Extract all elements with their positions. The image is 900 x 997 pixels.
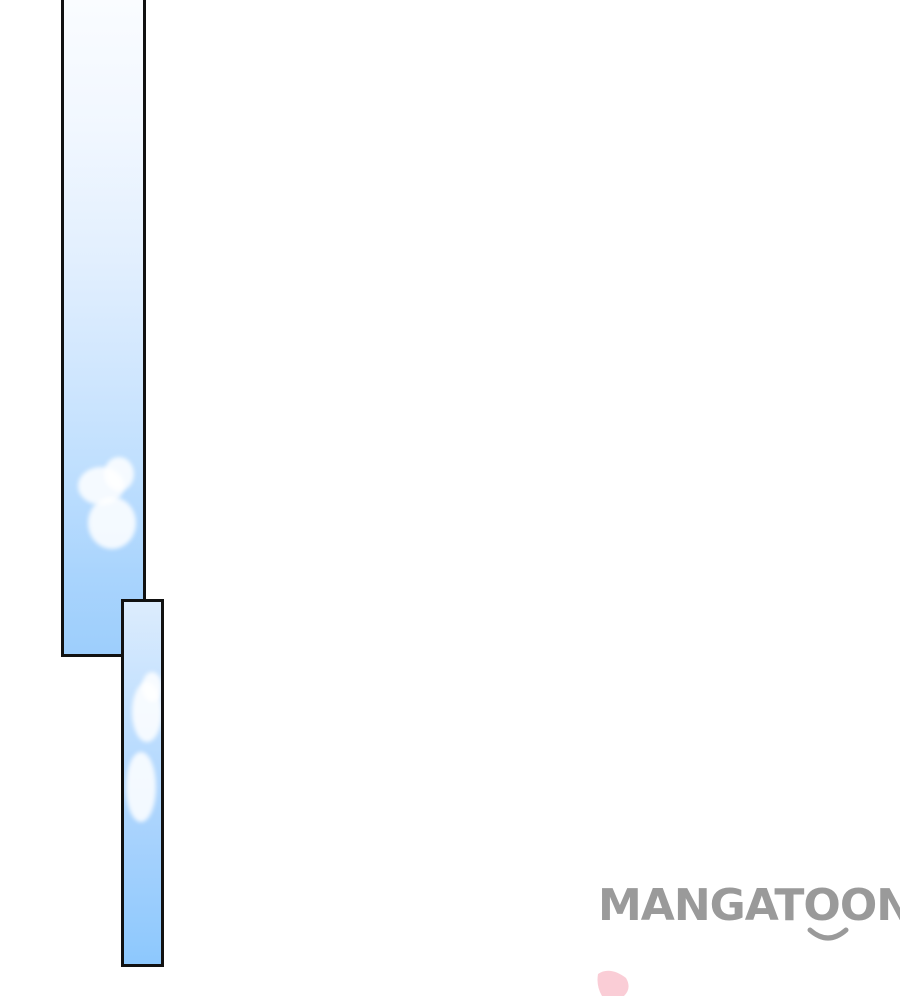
cloud-3 <box>104 457 134 491</box>
watermark-text: MANGATOON <box>598 880 900 931</box>
mangatoon-watermark: MANGATOON <box>598 880 900 950</box>
sky-panel-tall <box>61 0 146 657</box>
cloud-6 <box>142 672 161 702</box>
cloud-5 <box>126 752 156 822</box>
sky-panel-short <box>121 599 164 967</box>
cloud-2 <box>88 497 136 549</box>
smile-icon <box>807 927 849 941</box>
petal-icon <box>597 970 629 996</box>
